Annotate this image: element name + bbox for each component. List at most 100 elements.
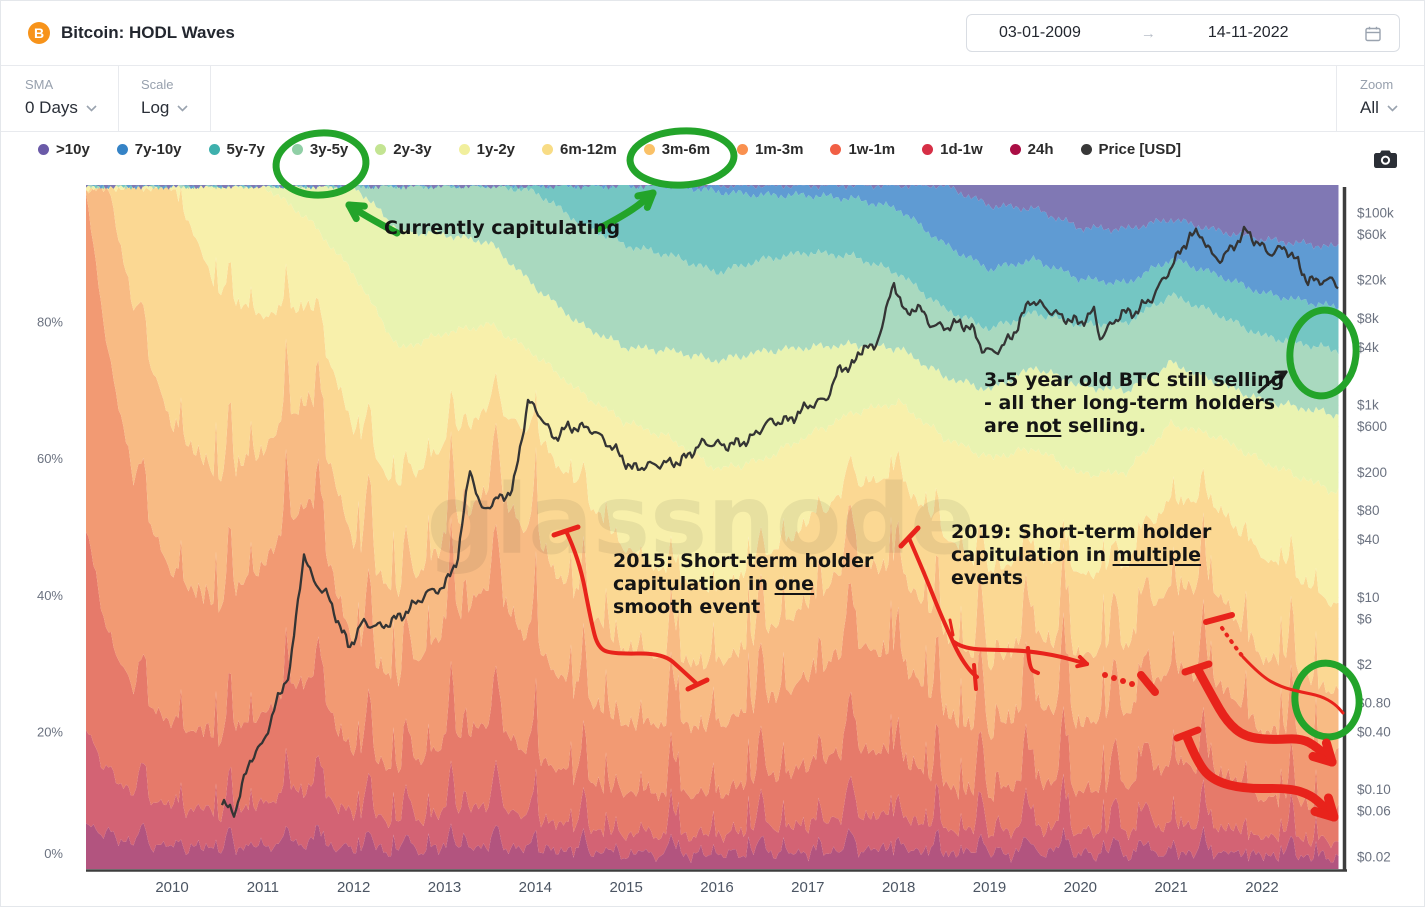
date-range-picker[interactable]: 03-01-2009 → 14-11-2022 bbox=[966, 14, 1400, 52]
price-axis-label: $6 bbox=[1357, 611, 1372, 626]
marker-mark-2019-dots bbox=[1102, 672, 1135, 687]
price-axis-label: $40 bbox=[1357, 532, 1380, 547]
date-to-value[interactable]: 14-11-2022 bbox=[1207, 24, 1289, 41]
scale-dropdown[interactable]: Scale Log bbox=[119, 66, 211, 131]
price-axis-label: $600 bbox=[1357, 419, 1387, 434]
legend-item-5y-7y[interactable]: 5y-7y bbox=[208, 141, 265, 158]
annotation-btc-still-selling: 3-5 year old BTC still selling - all ther… bbox=[984, 369, 1285, 437]
marker-mark-2021-b-curve bbox=[1193, 665, 1337, 767]
hodl-band--10y bbox=[86, 185, 1339, 250]
legend-label: 1d-1w bbox=[940, 141, 983, 158]
gridlines bbox=[86, 185, 1339, 869]
marker-arrow-to-3y-5y bbox=[345, 201, 401, 237]
marker-mark-2021-a-curve bbox=[1241, 655, 1345, 715]
marker-mark-2019-horizontal bbox=[952, 640, 1089, 666]
zoom-value: All bbox=[1360, 98, 1379, 117]
x-axis-label: 2010 bbox=[155, 879, 188, 896]
legend-label: 3y-5y bbox=[309, 141, 349, 158]
toolbar: SMA 0 Days Scale Log Zoom All bbox=[1, 66, 1424, 132]
legend-item-1m-3m[interactable]: 1m-3m bbox=[737, 141, 803, 158]
marker-mark-2015-start-tick bbox=[551, 524, 581, 538]
legend-item-7y-10y[interactable]: 7y-10y bbox=[116, 141, 182, 158]
legend-dot bbox=[38, 144, 49, 155]
annotation-evt-2015: 2015: Short-term holder capitulation in o… bbox=[613, 550, 874, 618]
sma-dropdown[interactable]: SMA 0 Days bbox=[1, 66, 119, 131]
legend-item-3m-6m[interactable]: 3m-6m bbox=[643, 141, 711, 158]
legend-label: 2y-3y bbox=[393, 141, 432, 158]
bitcoin-icon: B bbox=[28, 22, 50, 44]
marker-mark-2015-curve bbox=[564, 529, 698, 685]
marker-circle-chart-3y-5y-band bbox=[1286, 306, 1360, 400]
legend-label: 5y-7y bbox=[226, 141, 265, 158]
marker-circle-legend-3m-6m bbox=[626, 127, 738, 189]
date-from-value[interactable]: 03-01-2009 bbox=[999, 24, 1081, 41]
legend-label: 24h bbox=[1027, 141, 1054, 158]
x-axis-label: 2014 bbox=[519, 879, 552, 896]
right-axis-labels: $100k $60k $20k $8k $4k $1k $600 $200 $80 $40 $10 $… bbox=[1357, 206, 1394, 865]
legend-label: 6m-12m bbox=[560, 141, 617, 158]
x-axis-label: 2011 bbox=[247, 879, 279, 896]
marker-mark-2021-a-tick bbox=[1203, 612, 1235, 625]
percent-axis-label: 60% bbox=[37, 451, 63, 466]
legend-label: 1y-2y bbox=[476, 141, 516, 158]
zoom-label: Zoom bbox=[1360, 77, 1394, 92]
legend-dot bbox=[830, 144, 842, 155]
date-arrow-icon: → bbox=[1140, 24, 1156, 42]
legend-item-3y-5y[interactable]: 3y-5y bbox=[291, 141, 349, 158]
legend-item-2y-3y[interactable]: 2y-3y bbox=[375, 141, 432, 158]
hodl-band-6m-12m bbox=[86, 185, 1339, 694]
glassnode-watermark: glassnode bbox=[427, 464, 976, 576]
marker-circle-chart-price-080 bbox=[1291, 659, 1363, 741]
legend-item-1d-1w[interactable]: 1d-1w bbox=[922, 141, 983, 158]
calendar-icon[interactable] bbox=[1364, 25, 1382, 48]
price-axis-label: $0.06 bbox=[1357, 804, 1391, 819]
marker-mark-2015-end-tick bbox=[685, 677, 710, 692]
hodl-band-5y-7y bbox=[86, 185, 1339, 355]
legend-label: 3m-6m bbox=[661, 141, 711, 158]
price-axis-label: $1k bbox=[1357, 398, 1379, 413]
legend-dot bbox=[1080, 144, 1092, 155]
hand-drawn-marks bbox=[272, 127, 1363, 822]
price-axis-label: $0.40 bbox=[1357, 724, 1391, 739]
percent-axis-label: 40% bbox=[37, 588, 63, 603]
x-axis-label: 2013 bbox=[428, 879, 461, 896]
marker-mark-2021-c-curve bbox=[1182, 732, 1339, 822]
camera-button[interactable] bbox=[1372, 147, 1399, 176]
legend-item-24h[interactable]: 24h bbox=[1009, 141, 1054, 158]
left-axis-labels: 0% 20% 40% 60% 80% bbox=[37, 314, 63, 861]
x-axis-label: 2018 bbox=[882, 879, 915, 896]
legend-item--10y[interactable]: >10y bbox=[38, 141, 90, 158]
scale-value: Log bbox=[141, 98, 170, 117]
marker-mark-2019-mid-tick bbox=[1026, 646, 1040, 675]
zoom-dropdown[interactable]: Zoom All bbox=[1336, 66, 1424, 131]
legend-item-1y-2y[interactable]: 1y-2y bbox=[458, 141, 516, 158]
marker-hand-arrow-after-selling bbox=[1257, 370, 1288, 394]
legend-dot bbox=[737, 144, 749, 155]
x-axis-label: 2012 bbox=[337, 879, 370, 896]
legend-dot bbox=[458, 144, 470, 155]
legend-item-1w-1m[interactable]: 1w-1m bbox=[830, 141, 895, 158]
price-axis-label: $20k bbox=[1357, 273, 1387, 288]
hodl-band-3m-6m bbox=[86, 187, 1339, 757]
chevron-down-icon bbox=[177, 104, 188, 112]
header: B Bitcoin: HODL Waves 03-01-2009 → 14-11… bbox=[1, 1, 1424, 66]
legend-item-6m-12m[interactable]: 6m-12m bbox=[542, 141, 617, 158]
price-axis-label: $80 bbox=[1357, 503, 1380, 518]
legend: >10y 7y-10y 5y-7y 3y-5y 2y-3y 1y-2y 6m-12m 3m-6… bbox=[1, 141, 1361, 158]
marker-mark-2021-c-tick bbox=[1173, 726, 1202, 742]
legend-item-price-usd-[interactable]: Price [USD] bbox=[1080, 141, 1181, 158]
x-axis-label: 2021 bbox=[1154, 879, 1187, 896]
price-line bbox=[220, 225, 1339, 818]
legend-dot bbox=[291, 144, 303, 155]
legend-label: 1m-3m bbox=[755, 141, 804, 158]
x-axis-label: 2015 bbox=[609, 879, 642, 896]
marker-mark-2019-descent bbox=[907, 536, 979, 679]
page-title: Bitcoin: HODL Waves bbox=[61, 23, 235, 42]
legend-dot bbox=[375, 144, 387, 155]
price-axis-label: $0.10 bbox=[1357, 782, 1391, 797]
camera-icon bbox=[1374, 150, 1397, 168]
x-axis-label: 2019 bbox=[973, 879, 1006, 896]
price-axis-label: $0.02 bbox=[1357, 849, 1391, 864]
